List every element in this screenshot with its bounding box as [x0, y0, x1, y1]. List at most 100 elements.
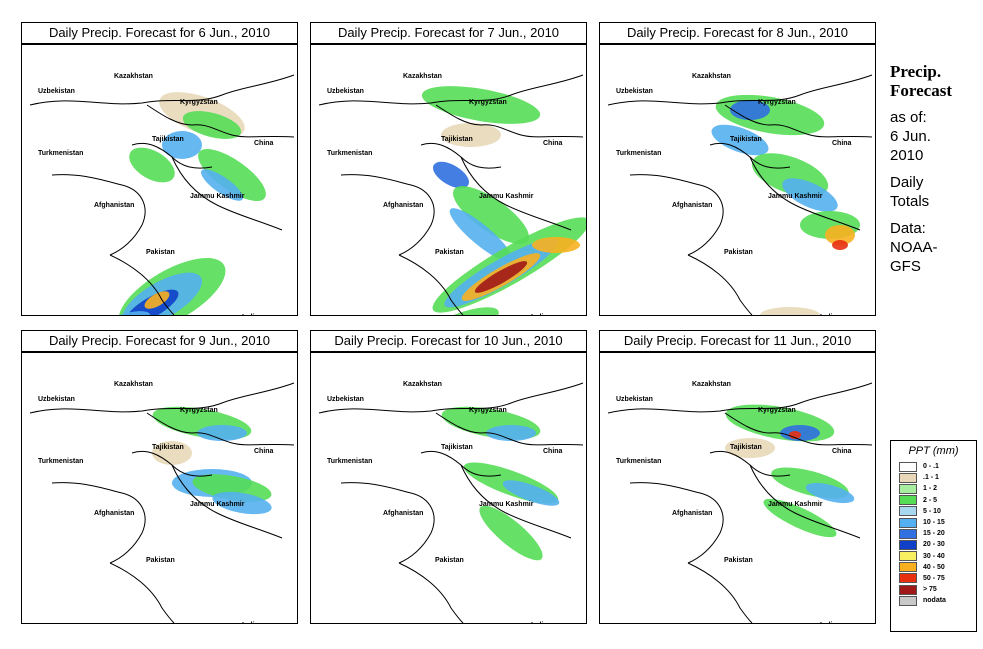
precip-map: Kazakhstan Uzbekistan Kyrgyzstan Tajikistan… — [310, 352, 587, 624]
map-label-kazakhstan: Kazakhstan — [114, 73, 153, 80]
legend-label: > 75 — [923, 586, 937, 594]
legend-label: 1 - 2 — [923, 485, 938, 493]
map-label-uzbekistan: Uzbekistan — [38, 396, 75, 403]
map-label-kyrgyzstan: Kyrgyzstan — [758, 407, 796, 414]
map-label-kazakhstan: Kazakhstan — [114, 381, 153, 388]
map-label-kazakhstan: Kazakhstan — [403, 73, 442, 80]
legend-item: 2 - 5 — [899, 495, 976, 506]
data-source: Data: NOAA- GFS — [890, 219, 980, 276]
border-line — [629, 482, 724, 564]
legend-label: 15 - 20 — [923, 530, 945, 538]
panel-title: Daily Precip. Forecast for 11 Jun., 2010 — [599, 330, 876, 352]
map-canvas: Kazakhstan Uzbekistan Kyrgyzstan Tajikistan… — [29, 381, 295, 623]
border-line — [749, 156, 861, 231]
legend-swatch — [899, 595, 917, 606]
border-line — [420, 142, 502, 169]
legend-swatch — [899, 573, 917, 584]
data-source-line: GFS — [890, 258, 921, 275]
map-label-turkmenistan: Turkmenistan — [38, 458, 83, 465]
map-label-tajikistan: Tajikistan — [152, 136, 184, 143]
precip-area — [763, 498, 837, 538]
border-line — [607, 382, 873, 414]
legend-label: 10 - 15 — [923, 519, 945, 527]
side-title-line: Precip. — [890, 62, 942, 81]
data-source-line: Data: — [890, 220, 926, 237]
map-label-india: India — [242, 622, 258, 623]
map-label-pakistan: Pakistan — [146, 557, 175, 564]
precip-area — [432, 161, 470, 189]
precip-area — [479, 505, 543, 561]
legend-label: 40 - 50 — [923, 563, 945, 571]
precip-map: Kazakhstan Uzbekistan Kyrgyzstan Tajikistan… — [310, 44, 587, 316]
legend-swatch — [899, 517, 917, 528]
map-label-uzbekistan: Uzbekistan — [38, 88, 75, 95]
map-canvas: Kazakhstan Uzbekistan Kyrgyzstan Tajikistan… — [607, 381, 873, 623]
map-label-china: China — [832, 448, 852, 455]
border-line — [171, 156, 283, 231]
totals-note: Daily Totals — [890, 173, 980, 211]
precip-area — [182, 111, 242, 139]
precip-area — [832, 240, 848, 250]
border-line — [146, 412, 295, 446]
border-line — [109, 562, 175, 623]
precip-area — [825, 225, 855, 245]
map-label-india: India — [820, 314, 836, 315]
precip-area — [532, 237, 580, 253]
border-line — [460, 464, 572, 539]
precip-map: Kazakhstan Uzbekistan Kyrgyzstan Tajikistan… — [599, 44, 876, 316]
panel-title: Daily Precip. Forecast for 7 Jun., 2010 — [310, 22, 587, 44]
legend-item: nodata — [899, 595, 976, 606]
border-line — [340, 174, 435, 256]
legend-item: 20 - 30 — [899, 539, 976, 550]
legend-label: 2 - 5 — [923, 496, 938, 504]
border-line — [51, 482, 146, 564]
map-label-india: India — [531, 314, 547, 315]
map-label-jammu-kashmir: Jammu Kashmir — [479, 193, 534, 200]
side-title: Precip. Forecast — [890, 62, 980, 100]
forecast-panel-jun8: Daily Precip. Forecast for 8 Jun., 2010 … — [599, 22, 876, 316]
as-of-line: 2010 — [890, 147, 924, 164]
map-canvas: Kazakhstan Uzbekistan Kyrgyzstan Tajikistan… — [318, 73, 586, 315]
legend-title: PPT (mm) — [908, 445, 959, 457]
precip-area — [711, 124, 769, 156]
precip-area — [201, 169, 243, 201]
legend-label: 5 - 10 — [923, 507, 941, 515]
legend-item: 40 - 50 — [899, 562, 976, 573]
legend-item: 15 - 20 — [899, 528, 976, 539]
map-label-turkmenistan: Turkmenistan — [327, 150, 372, 157]
map-label-india: India — [820, 622, 836, 623]
map-label-afghanistan: Afghanistan — [383, 510, 423, 517]
border-line — [318, 382, 584, 414]
totals-line: Totals — [890, 193, 930, 210]
map-label-china: China — [543, 448, 563, 455]
totals-line: Daily — [890, 174, 924, 191]
forecast-panel-jun6: Daily Precip. Forecast for 6 Jun., 2010 … — [21, 22, 298, 316]
map-label-tajikistan: Tajikistan — [152, 444, 184, 451]
map-label-uzbekistan: Uzbekistan — [327, 88, 364, 95]
map-label-china: China — [832, 140, 852, 147]
map-label-india: India — [242, 314, 258, 315]
legend-label: 20 - 30 — [923, 541, 945, 549]
map-label-kyrgyzstan: Kyrgyzstan — [180, 407, 218, 414]
map-label-turkmenistan: Turkmenistan — [616, 458, 661, 465]
border-line — [724, 412, 873, 446]
legend-swatch — [899, 584, 917, 595]
map-label-china: China — [254, 140, 274, 147]
legend-swatch — [899, 461, 917, 472]
legend-swatch — [899, 528, 917, 539]
border-line — [29, 382, 295, 414]
map-label-tajikistan: Tajikistan — [730, 136, 762, 143]
precip-area — [486, 425, 536, 441]
map-canvas: Kazakhstan Uzbekistan Kyrgyzstan Tajikistan… — [29, 73, 295, 315]
as-of-date: as of: 6 Jun. 2010 — [890, 108, 980, 165]
border-line — [460, 156, 572, 231]
precip-area — [144, 291, 170, 309]
map-label-jammu-kashmir: Jammu Kashmir — [768, 501, 823, 508]
legend-swatch — [899, 506, 917, 517]
map-label-kyrgyzstan: Kyrgyzstan — [469, 99, 507, 106]
map-label-uzbekistan: Uzbekistan — [616, 396, 653, 403]
border-line — [146, 104, 295, 138]
border-line — [607, 74, 873, 106]
panel-title: Daily Precip. Forecast for 6 Jun., 2010 — [21, 22, 298, 44]
precip-area — [441, 123, 501, 147]
